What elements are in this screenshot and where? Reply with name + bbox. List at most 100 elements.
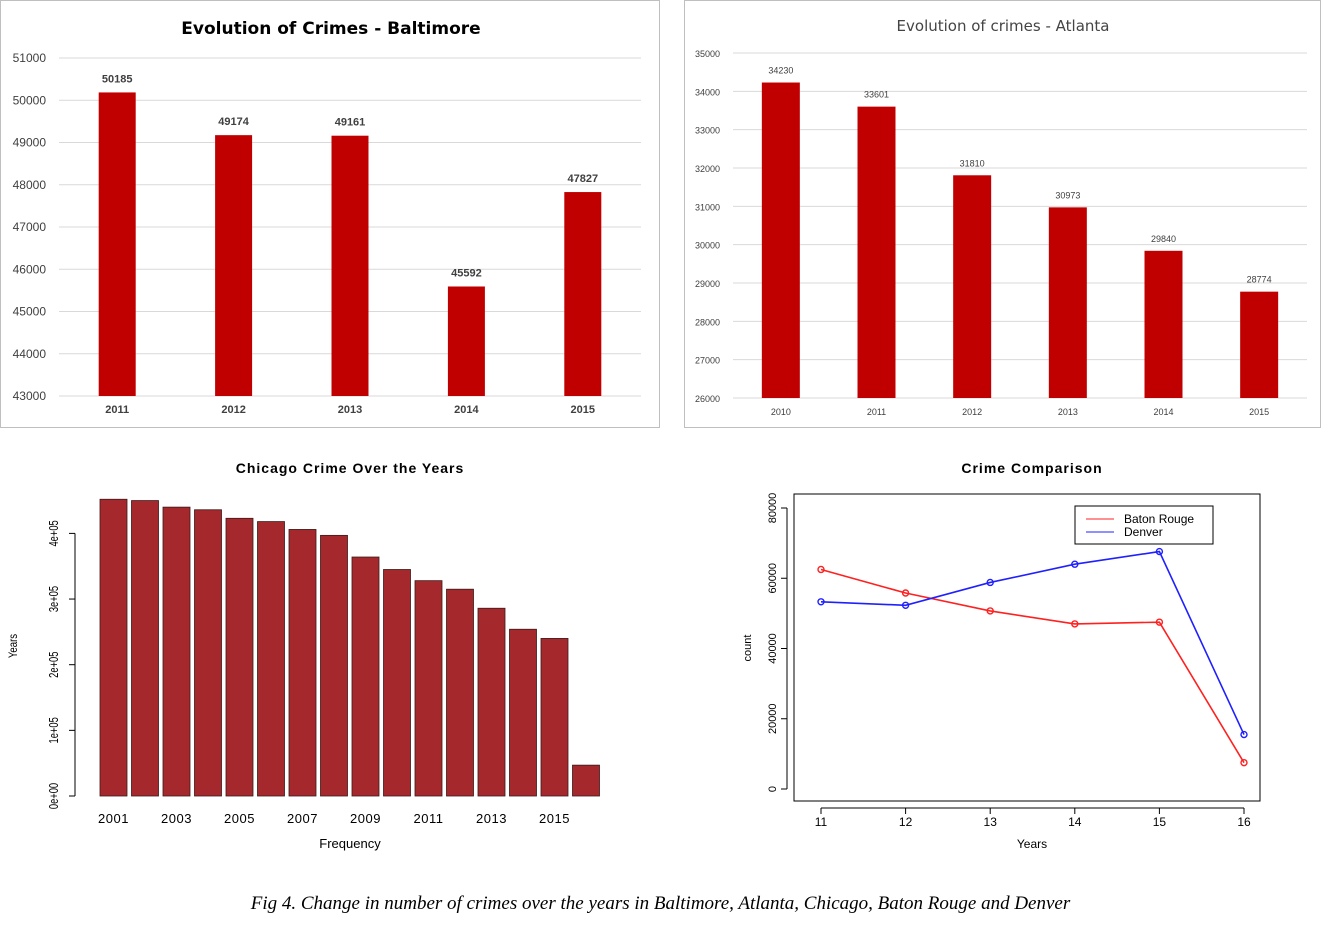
baltimore-x-tick-label: 2011 <box>105 404 129 416</box>
baltimore-bar <box>331 135 369 396</box>
chicago-bar <box>572 764 600 797</box>
atlanta-chart-title: Evolution of crimes - Atlanta <box>897 17 1110 35</box>
chicago-y-axis-label: Years <box>7 633 20 658</box>
comparison-point-denver <box>1155 547 1164 556</box>
comparison-point-denver <box>901 601 910 609</box>
chicago-chart-panel: Chicago Crime Over the Years Frequency Y… <box>0 446 660 866</box>
comparison-y-axis-label: count <box>742 635 754 662</box>
chicago-bar <box>320 534 348 797</box>
baltimore-bar <box>215 135 253 396</box>
comparison-plot-frame <box>793 493 1261 802</box>
baltimore-chart: Evolution of Crimes - Baltimore 43000 440… <box>13 19 641 416</box>
baltimore-y-tick-label: 47000 <box>13 220 47 234</box>
comparison-x-tick-label: 11 <box>815 815 828 829</box>
chicago-y-tick-label: 4e+05 <box>48 520 62 546</box>
atlanta-data-label: 33601 <box>864 90 889 100</box>
atlanta-y-tick-label: 34000 <box>695 87 720 97</box>
chicago-x-tick-label: 2015 <box>539 811 570 826</box>
chicago-bar <box>414 580 443 797</box>
comparison-x-tick-label: 16 <box>1237 815 1251 829</box>
comparison-x-tick-label: 15 <box>1153 815 1167 829</box>
atlanta-x-tick-label: 2015 <box>1249 407 1269 417</box>
atlanta-bar <box>1240 291 1279 398</box>
comparison-y-tick-label: 80000 <box>767 493 779 524</box>
atlanta-y-tick-label: 33000 <box>695 126 720 136</box>
chicago-chart: Chicago Crime Over the Years Frequency Y… <box>7 460 600 851</box>
comparison-point-baton-rouge <box>817 565 825 574</box>
atlanta-y-tick-label: 35000 <box>695 49 720 59</box>
comparison-legend-label: Baton Rouge <box>1124 512 1194 526</box>
baltimore-x-tick-label: 2014 <box>454 404 479 416</box>
chicago-bar <box>477 607 506 797</box>
chicago-bar <box>162 506 191 797</box>
comparison-y-tick-label: 60000 <box>767 563 779 594</box>
baltimore-x-tick-label: 2015 <box>571 404 595 416</box>
atlanta-bar <box>953 175 992 398</box>
atlanta-x-tick-label: 2013 <box>1058 407 1078 417</box>
comparison-x-tick-label: 14 <box>1068 815 1082 829</box>
comparison-series-line-baton-rouge <box>820 568 1245 764</box>
baltimore-data-label: 49161 <box>335 117 366 129</box>
atlanta-bar <box>1144 250 1183 398</box>
chicago-bar <box>257 521 285 797</box>
atlanta-data-label: 34230 <box>768 66 793 76</box>
comparison-y-tick-label: 0 <box>767 786 779 792</box>
atlanta-x-tick-label: 2011 <box>867 407 886 417</box>
comparison-y-tick-label: 20000 <box>767 703 779 734</box>
baltimore-bar <box>98 92 136 396</box>
chicago-x-tick-label: 2005 <box>224 811 255 826</box>
comparison-point-baton-rouge <box>1071 620 1079 628</box>
baltimore-y-tick-label: 51000 <box>13 51 47 65</box>
atlanta-y-tick-label: 29000 <box>695 279 720 289</box>
baltimore-data-label: 47827 <box>568 173 599 185</box>
comparison-point-denver <box>986 578 994 587</box>
baltimore-data-label: 49174 <box>218 116 249 128</box>
atlanta-data-label: 29840 <box>1151 234 1176 244</box>
chicago-bar <box>509 628 537 797</box>
chicago-x-axis-label: Frequency <box>319 836 381 851</box>
baltimore-y-tick-label: 50000 <box>13 93 47 107</box>
comparison-point-baton-rouge <box>901 589 910 597</box>
chicago-x-tick-label: 2001 <box>98 811 129 826</box>
comparison-legend-label: Denver <box>1124 525 1163 539</box>
atlanta-y-tick-label: 27000 <box>695 356 720 366</box>
chicago-x-tick-label: 2011 <box>414 811 444 826</box>
comparison-x-tick-label: 12 <box>899 815 913 829</box>
comparison-point-baton-rouge <box>1155 618 1164 626</box>
chicago-bar <box>99 498 128 797</box>
chicago-x-tick-label: 2003 <box>161 811 192 826</box>
chicago-x-tick-label: 2013 <box>476 811 507 826</box>
baltimore-y-tick-label: 45000 <box>13 305 47 319</box>
atlanta-bar <box>857 106 896 399</box>
atlanta-x-tick-label: 2010 <box>771 407 791 417</box>
baltimore-y-tick-label: 49000 <box>13 136 47 150</box>
baltimore-x-tick-label: 2013 <box>338 404 362 416</box>
comparison-point-denver <box>1240 730 1248 739</box>
baltimore-chart-title: Evolution of Crimes - Baltimore <box>181 19 480 39</box>
baltimore-data-label: 45592 <box>451 267 482 279</box>
comparison-legend-box <box>1074 505 1214 545</box>
chicago-bar <box>288 529 317 797</box>
atlanta-y-tick-label: 26000 <box>695 394 720 404</box>
comparison-point-baton-rouge <box>986 607 994 615</box>
chicago-bar <box>383 569 411 797</box>
atlanta-data-label: 28774 <box>1247 275 1272 285</box>
comparison-chart-panel: Crime Comparison Years count 0 20000 40000… <box>684 446 1321 866</box>
chicago-bar <box>131 500 159 797</box>
atlanta-chart: Evolution of crimes - Atlanta 26000 27000… <box>695 17 1307 417</box>
chicago-chart-title: Chicago Crime Over the Years <box>236 460 465 476</box>
baltimore-chart-panel: Evolution of Crimes - Baltimore 43000 440… <box>0 0 660 428</box>
chicago-x-tick-label: 2007 <box>287 811 318 826</box>
baltimore-y-tick-label: 46000 <box>13 262 47 276</box>
chicago-bar <box>225 517 254 797</box>
atlanta-data-label: 31810 <box>960 158 985 168</box>
chicago-bar <box>540 638 569 797</box>
comparison-point-denver <box>817 598 825 606</box>
atlanta-bar <box>1048 207 1087 398</box>
chicago-x-tick-label: 2009 <box>350 811 381 826</box>
baltimore-y-tick-label: 43000 <box>13 389 47 403</box>
comparison-x-tick-label: 13 <box>984 815 998 829</box>
comparison-point-baton-rouge <box>1240 758 1248 767</box>
baltimore-y-tick-label: 48000 <box>13 178 47 192</box>
